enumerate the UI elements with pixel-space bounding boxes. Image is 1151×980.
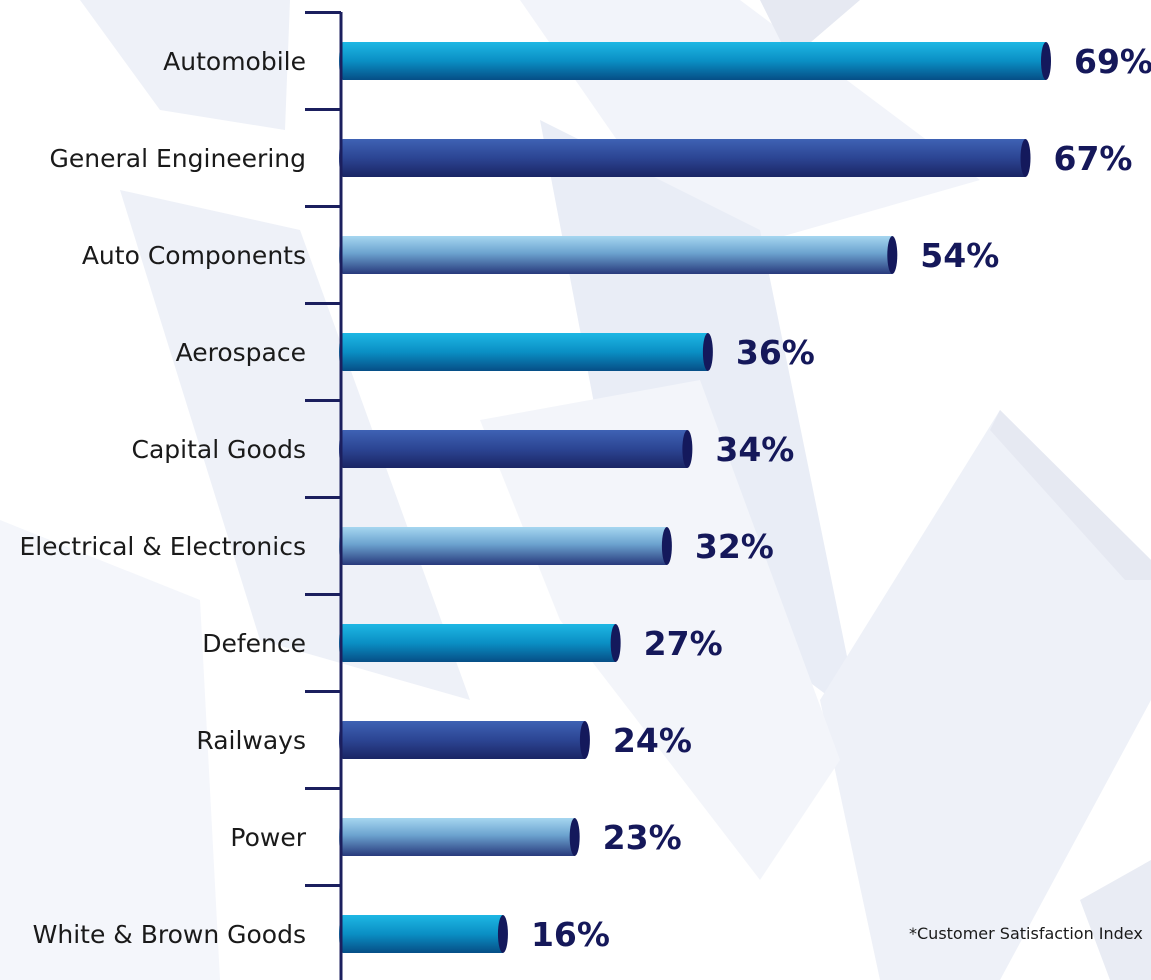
bar-end-cap (579, 721, 590, 759)
bar-end-cap (1020, 139, 1031, 177)
category-label: Auto Components (82, 241, 306, 270)
bar (339, 915, 503, 953)
value-label: 27% (644, 624, 723, 663)
value-label: 67% (1054, 139, 1133, 178)
value-label: 23% (603, 818, 682, 857)
category-label: Automobile (163, 47, 306, 76)
category-label: Aerospace (176, 338, 306, 367)
category-label: Capital Goods (132, 435, 306, 464)
bar-end-cap (569, 818, 580, 856)
bar (339, 139, 1026, 177)
bar (339, 818, 575, 856)
bar (339, 527, 667, 565)
category-label: Power (230, 823, 306, 852)
value-label: 24% (613, 721, 692, 760)
bar-end-cap (661, 527, 672, 565)
bar-end-cap (1041, 42, 1051, 80)
bar (339, 624, 616, 662)
bar-end-cap (610, 624, 621, 662)
bar-end-cap (702, 333, 713, 371)
bar (339, 430, 688, 468)
bar (339, 721, 585, 759)
bar-end-cap (497, 915, 508, 953)
value-label: 32% (695, 527, 774, 566)
category-label: General Engineering (50, 144, 306, 173)
category-label: Electrical & Electronics (19, 532, 306, 561)
bar-end-cap (682, 430, 693, 468)
bar (339, 42, 1046, 80)
value-label: 36% (736, 333, 815, 372)
category-label: Railways (196, 726, 306, 755)
value-label: 34% (715, 430, 794, 469)
value-label: 54% (920, 236, 999, 275)
value-label: 69% (1074, 42, 1151, 81)
category-label: Defence (202, 629, 306, 658)
bar (339, 236, 893, 274)
bar-end-cap (887, 236, 898, 274)
footnote: *Customer Satisfaction Index (909, 924, 1143, 943)
bar (339, 333, 708, 371)
value-label: 16% (531, 915, 610, 954)
category-label: White & Brown Goods (33, 920, 306, 949)
